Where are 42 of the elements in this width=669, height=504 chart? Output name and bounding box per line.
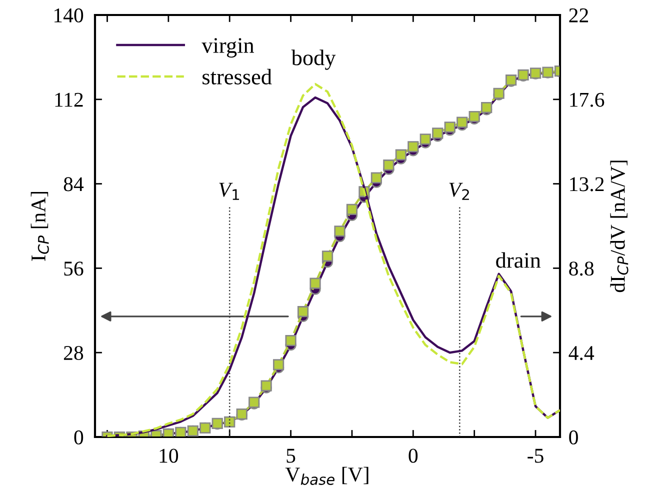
point xyxy=(383,160,394,171)
x-axis-title: V$_{base}$ [V] xyxy=(285,466,368,485)
point xyxy=(481,102,492,114)
point xyxy=(432,128,444,139)
point xyxy=(322,250,334,262)
y-tick-label: 84 xyxy=(64,177,84,192)
y2-tick-label: 8.8 xyxy=(569,262,594,276)
point xyxy=(456,116,468,128)
legend-label: virgin xyxy=(202,38,254,58)
y-tick-label: 112 xyxy=(55,92,83,107)
y2-tick-label: 22 xyxy=(569,8,588,22)
y-axis-title: I$_{CP}$ [nA] xyxy=(30,192,49,261)
y2-tick-label: 4.4 xyxy=(568,346,594,360)
annotation: drain xyxy=(496,252,541,268)
point xyxy=(297,306,309,318)
x-tick-label: 0 xyxy=(408,448,418,463)
point xyxy=(272,359,284,370)
y-tick-label: 140 xyxy=(54,8,84,22)
point xyxy=(408,141,419,152)
point xyxy=(370,172,382,184)
annotation: body xyxy=(291,50,336,70)
y2-tick-label: 13.2 xyxy=(570,177,604,192)
x-tick-label: 5 xyxy=(286,448,296,463)
ref-line-label: V$_{1}$ xyxy=(219,182,240,200)
y2-axis-title: dI$_{CP}$/dV [nA/V] xyxy=(610,160,628,292)
y-tick-label: 56 xyxy=(64,262,84,276)
point xyxy=(346,204,358,215)
point xyxy=(468,111,480,122)
legend-label: stressed xyxy=(202,68,272,84)
point xyxy=(444,122,456,133)
point xyxy=(310,278,321,289)
point xyxy=(420,134,431,145)
x-tick-label: -5 xyxy=(528,448,544,463)
y-tick-label: 28 xyxy=(64,346,84,360)
y2-tick-label: 0 xyxy=(569,430,578,444)
x-tick-label: 10 xyxy=(160,448,178,463)
y-tick-label: 0 xyxy=(74,430,84,444)
point xyxy=(395,149,406,160)
y2-tick-label: 17.6 xyxy=(570,92,604,107)
point xyxy=(334,226,346,237)
point xyxy=(285,334,296,346)
ref-line-label: V$_{2}$ xyxy=(449,182,469,200)
